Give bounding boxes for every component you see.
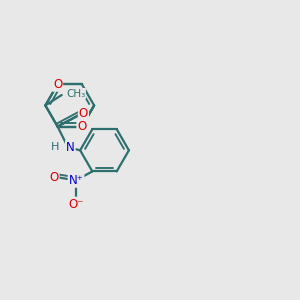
Text: H: H bbox=[51, 142, 60, 152]
Text: N: N bbox=[66, 141, 75, 154]
Text: CH₃: CH₃ bbox=[66, 88, 85, 98]
Text: O: O bbox=[79, 106, 88, 120]
Text: N⁺: N⁺ bbox=[69, 174, 83, 187]
Text: O: O bbox=[50, 171, 58, 184]
Text: O⁻: O⁻ bbox=[68, 198, 84, 211]
Text: O: O bbox=[77, 120, 87, 133]
Text: O: O bbox=[53, 78, 62, 91]
